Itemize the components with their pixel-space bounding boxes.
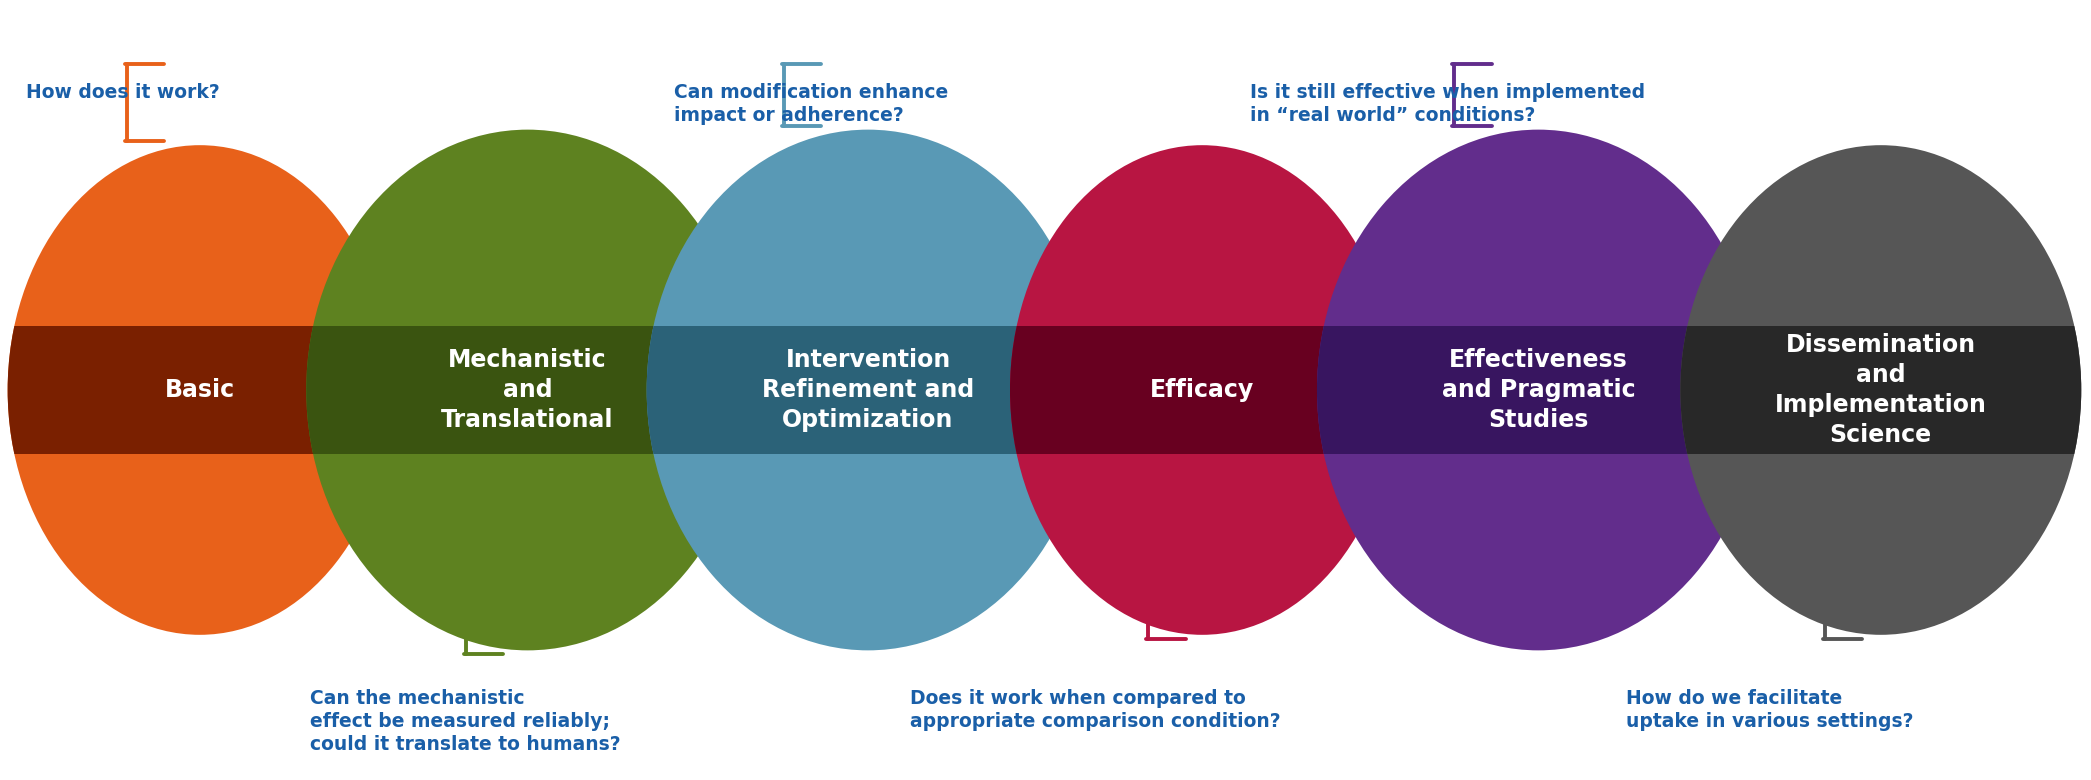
Text: Mechanistic
and
Translational: Mechanistic and Translational [441,349,615,431]
Ellipse shape [1010,145,1395,635]
Bar [644,326,1092,454]
Text: Dissemination
and
Implementation
Science: Dissemination and Implementation Science [1775,333,1986,446]
Bar [1008,326,1397,454]
Bar [6,326,393,454]
Ellipse shape [8,145,391,635]
Text: Effectiveness
and Pragmatic
Studies: Effectiveness and Pragmatic Studies [1441,349,1635,431]
Text: How does it work?: How does it work? [27,83,220,102]
Bar [303,326,751,454]
Ellipse shape [1317,129,1761,651]
Text: Can modification enhance
impact or adherence?: Can modification enhance impact or adher… [673,83,947,125]
Ellipse shape [1681,145,2081,635]
Bar [1679,326,2083,454]
Text: How do we facilitate
uptake in various settings?: How do we facilitate uptake in various s… [1627,690,1913,731]
Bar [1315,326,1763,454]
Ellipse shape [646,129,1089,651]
Text: Basic: Basic [165,378,234,402]
Text: Can the mechanistic
effect be measured reliably;
could it translate to humans?: Can the mechanistic effect be measured r… [309,690,621,753]
Ellipse shape [305,129,749,651]
Text: Intervention
Refinement and
Optimization: Intervention Refinement and Optimization [761,349,974,431]
Text: Is it still effective when implemented
in “real world” conditions?: Is it still effective when implemented i… [1250,83,1646,125]
Text: Efficacy: Efficacy [1150,378,1255,402]
Text: Does it work when compared to
appropriate comparison condition?: Does it work when compared to appropriat… [910,690,1280,731]
